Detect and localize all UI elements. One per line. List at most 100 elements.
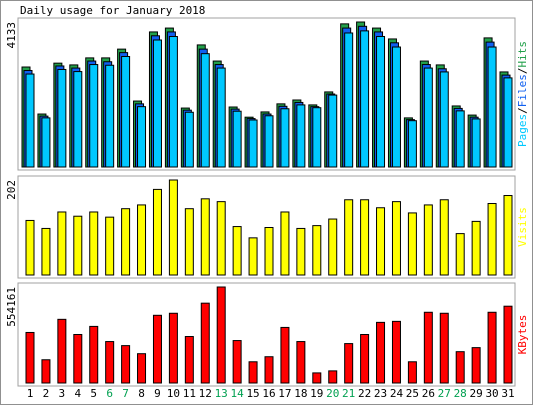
- bar: [184, 208, 194, 276]
- bar: [487, 311, 497, 384]
- bar: [296, 227, 306, 276]
- bar: [439, 71, 449, 168]
- legend-separator: /: [516, 107, 529, 114]
- bar: [121, 208, 131, 276]
- chart-title: Daily usage for January 2018: [20, 4, 205, 17]
- bar: [200, 198, 210, 276]
- legend: KBytes: [516, 315, 529, 355]
- bar: [312, 107, 322, 168]
- bar: [73, 215, 83, 276]
- bar: [152, 314, 162, 384]
- bar: [57, 68, 67, 168]
- bar: [407, 361, 417, 384]
- bar: [360, 199, 370, 276]
- x-tick-label: 16: [262, 387, 275, 400]
- x-tick-label: 12: [199, 387, 212, 400]
- bar: [344, 199, 354, 276]
- bar: [41, 227, 51, 276]
- x-tick-label: 6: [106, 387, 113, 400]
- x-tick-label: 23: [374, 387, 387, 400]
- x-tick-label: 9: [154, 387, 161, 400]
- legend-entry: Visits: [516, 207, 529, 247]
- x-tick-label: 11: [183, 387, 196, 400]
- bar: [25, 73, 35, 168]
- bar: [439, 312, 449, 384]
- bar: [376, 35, 386, 168]
- bar: [487, 46, 497, 168]
- x-tick-label: 31: [501, 387, 514, 400]
- bar: [376, 207, 386, 276]
- bar: [328, 370, 338, 384]
- x-tick-label: 10: [167, 387, 180, 400]
- bar: [376, 321, 386, 384]
- x-tick-label: 15: [246, 387, 259, 400]
- x-tick-label: 1: [27, 387, 34, 400]
- x-tick-label: 20: [326, 387, 339, 400]
- bar: [137, 353, 147, 384]
- bar: [137, 106, 147, 168]
- bar: [423, 204, 433, 276]
- bar: [57, 318, 67, 384]
- x-tick-label: 14: [231, 387, 245, 400]
- bar: [73, 71, 83, 168]
- bar: [328, 94, 338, 168]
- x-tick-label: 19: [310, 387, 323, 400]
- bar: [503, 195, 513, 276]
- bar: [280, 211, 290, 276]
- bar: [105, 341, 115, 384]
- x-tick-label: 13: [215, 387, 228, 400]
- bar: [152, 188, 162, 276]
- legend-entry: Files: [516, 74, 529, 107]
- bar: [455, 233, 465, 276]
- bar: [296, 104, 306, 168]
- bar: [360, 30, 370, 168]
- bar: [312, 372, 322, 384]
- x-tick-label: 18: [294, 387, 307, 400]
- bar: [264, 356, 274, 384]
- bar: [471, 347, 481, 384]
- bar: [89, 325, 99, 384]
- bar: [391, 320, 401, 384]
- bar: [89, 64, 99, 168]
- bar: [41, 117, 51, 168]
- legend: Visits: [516, 207, 529, 247]
- bar: [200, 53, 210, 168]
- bar: [184, 111, 194, 168]
- bar: [152, 39, 162, 168]
- legend-separator: /: [516, 68, 529, 75]
- bar: [248, 361, 258, 384]
- x-tick-label: 26: [422, 387, 435, 400]
- x-tick-label: 4: [74, 387, 81, 400]
- y-tick-label: 554161: [5, 287, 18, 327]
- bar: [439, 199, 449, 276]
- x-tick-label: 17: [278, 387, 291, 400]
- x-tick-label: 21: [342, 387, 355, 400]
- bar: [328, 218, 338, 276]
- bar: [105, 64, 115, 168]
- x-tick-label: 28: [454, 387, 467, 400]
- bar: [25, 331, 35, 384]
- bar: [216, 286, 226, 384]
- bar: [57, 211, 67, 276]
- bar: [41, 359, 51, 384]
- bar: [391, 201, 401, 276]
- x-tick-label: 3: [59, 387, 66, 400]
- x-tick-label: 8: [138, 387, 145, 400]
- bar: [423, 311, 433, 384]
- bar: [25, 219, 35, 276]
- bar: [248, 237, 258, 276]
- x-tick-label: 27: [438, 387, 451, 400]
- bar: [280, 326, 290, 384]
- bar: [407, 212, 417, 276]
- x-tick-label: 7: [122, 387, 129, 400]
- legend: Pages/Files/Hits: [516, 41, 529, 147]
- bar: [471, 220, 481, 276]
- bar: [232, 340, 242, 384]
- bar: [137, 204, 147, 276]
- bar: [232, 226, 242, 276]
- bar: [216, 201, 226, 276]
- x-tick-label: 25: [406, 387, 419, 400]
- bar: [89, 211, 99, 276]
- bar: [455, 351, 465, 384]
